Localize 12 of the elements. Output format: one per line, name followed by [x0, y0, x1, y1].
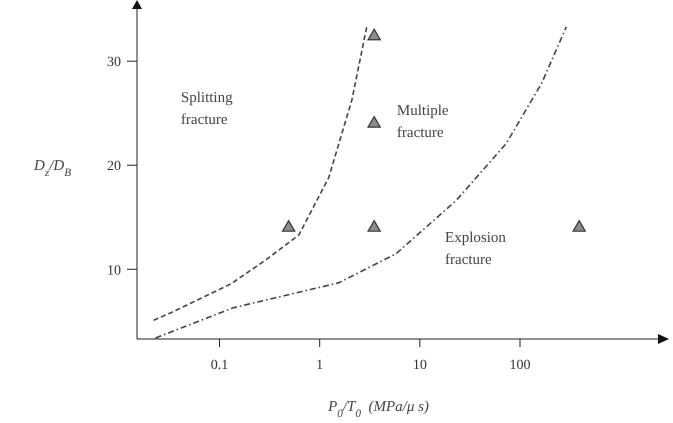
x-tick-label: 100 [509, 358, 530, 373]
x-axis-title: P$_{0}$/T$_{0}$ (MPa/μ s) [327, 399, 429, 420]
x-tick-label: 10 [412, 358, 427, 373]
y-tick-label: 30 [107, 55, 121, 70]
y-axis-title: D$_{z}$/D$_{B}$ [33, 158, 72, 180]
y-tick-label: 20 [107, 159, 121, 174]
annotation: Explosion fracture [445, 230, 506, 268]
annotation: Multiple fracture [396, 103, 449, 142]
x-tick-label: 1 [316, 358, 324, 373]
annotation: Splitting fracture [180, 90, 234, 128]
y-tick-label: 10 [107, 263, 121, 278]
x-tick-label: 0.1 [210, 358, 228, 373]
